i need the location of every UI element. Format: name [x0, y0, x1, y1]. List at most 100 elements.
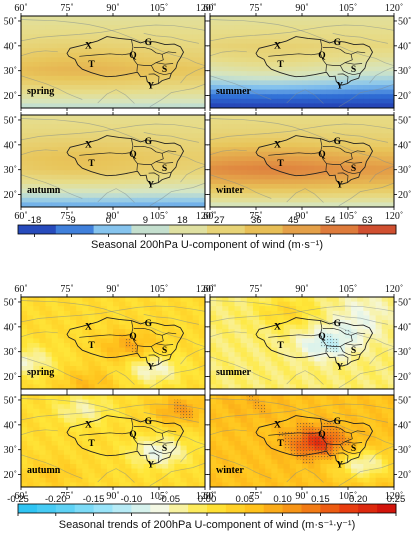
field-cell — [240, 399, 248, 405]
field-cell — [106, 450, 114, 456]
field-cell — [277, 445, 285, 451]
field-cell — [271, 413, 278, 419]
field-cell — [198, 103, 206, 109]
field-cell — [88, 366, 96, 372]
field-cell — [39, 482, 47, 488]
x-tick-label: 105˚ — [150, 284, 168, 295]
field-cell — [39, 297, 47, 303]
field-cell — [265, 413, 272, 419]
field-cell — [234, 75, 242, 81]
field-cell — [180, 333, 188, 339]
field-cell — [27, 375, 34, 381]
field-cell — [106, 39, 114, 45]
field-cell — [332, 85, 340, 91]
field-cell — [63, 133, 71, 139]
field-cell — [33, 62, 40, 68]
field-cell — [228, 352, 236, 358]
field-cell — [277, 57, 285, 63]
field-cell — [277, 115, 285, 121]
field-cell — [192, 174, 200, 180]
field-cell — [94, 16, 102, 22]
field-cell — [180, 103, 188, 109]
field-cell — [168, 94, 175, 100]
field-cell — [27, 20, 34, 26]
field-cell — [271, 94, 278, 100]
field-cell — [344, 324, 352, 330]
field-cell — [210, 399, 217, 405]
field-cell — [240, 170, 248, 176]
field-cell — [198, 66, 206, 72]
field-cell — [88, 197, 96, 203]
field-cell — [351, 66, 358, 72]
field-cell — [198, 370, 206, 376]
field-cell — [228, 375, 236, 381]
field-cell — [198, 375, 206, 381]
field-cell — [70, 310, 77, 316]
field-cell — [180, 427, 188, 433]
field-cell — [210, 80, 217, 86]
field-cell — [94, 404, 102, 410]
field-cell — [375, 128, 383, 134]
field-cell — [100, 16, 108, 22]
field-cell — [320, 184, 328, 190]
field-cell — [88, 165, 96, 171]
field-cell — [351, 48, 358, 54]
field-cell — [168, 25, 175, 31]
field-cell — [70, 315, 77, 321]
field-cell — [246, 399, 254, 405]
field-cell — [82, 138, 89, 144]
field-cell — [113, 441, 120, 447]
field-cell — [162, 445, 169, 451]
field-cell — [63, 115, 71, 121]
subregion-boundary — [79, 334, 132, 338]
x-tick-label: 75˚ — [60, 491, 73, 502]
field-cell — [252, 370, 260, 376]
field-cell — [308, 29, 315, 35]
field-cell — [137, 306, 145, 312]
field-cell — [295, 343, 303, 349]
field-cell — [70, 352, 77, 358]
field-cell — [88, 103, 96, 109]
field-cell — [174, 343, 181, 349]
field-cell — [82, 436, 89, 442]
field-cell — [357, 395, 364, 401]
field-cell — [210, 366, 217, 372]
field-cell — [369, 48, 377, 54]
field-cell — [70, 133, 77, 139]
field-cell — [192, 333, 200, 339]
field-cell — [125, 161, 132, 167]
field-cell — [246, 25, 254, 31]
field-cell — [45, 422, 53, 428]
field-cell — [57, 301, 65, 307]
field-cell — [45, 128, 53, 134]
field-cell — [113, 124, 120, 130]
field-cell — [375, 62, 383, 68]
field-cell — [289, 52, 297, 58]
field-cell — [27, 89, 34, 95]
field-cell — [76, 404, 83, 410]
field-cell — [314, 395, 321, 401]
field-cell — [259, 142, 266, 148]
field-cell — [302, 16, 309, 22]
field-cell — [174, 85, 181, 91]
field-cell — [63, 427, 71, 433]
field-cell — [76, 66, 83, 72]
field-cell — [39, 20, 47, 26]
field-cell — [381, 16, 389, 22]
field-cell — [234, 119, 242, 125]
field-cell — [338, 375, 346, 381]
field-cell — [381, 338, 389, 344]
field-cell — [283, 34, 291, 40]
field-cell — [363, 395, 370, 401]
field-cell — [39, 375, 47, 381]
field-cell — [369, 188, 377, 194]
field-cell — [252, 427, 260, 433]
field-cell — [259, 16, 266, 22]
field-cell — [21, 408, 28, 414]
field-cell — [119, 75, 126, 81]
field-cell — [70, 370, 77, 376]
field-cell — [259, 52, 266, 58]
field-cell — [174, 413, 181, 419]
field-cell — [271, 20, 278, 26]
field-cell — [45, 170, 53, 176]
